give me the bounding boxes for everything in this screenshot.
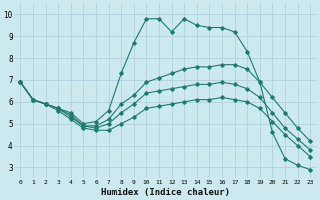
X-axis label: Humidex (Indice chaleur): Humidex (Indice chaleur) <box>101 188 230 197</box>
